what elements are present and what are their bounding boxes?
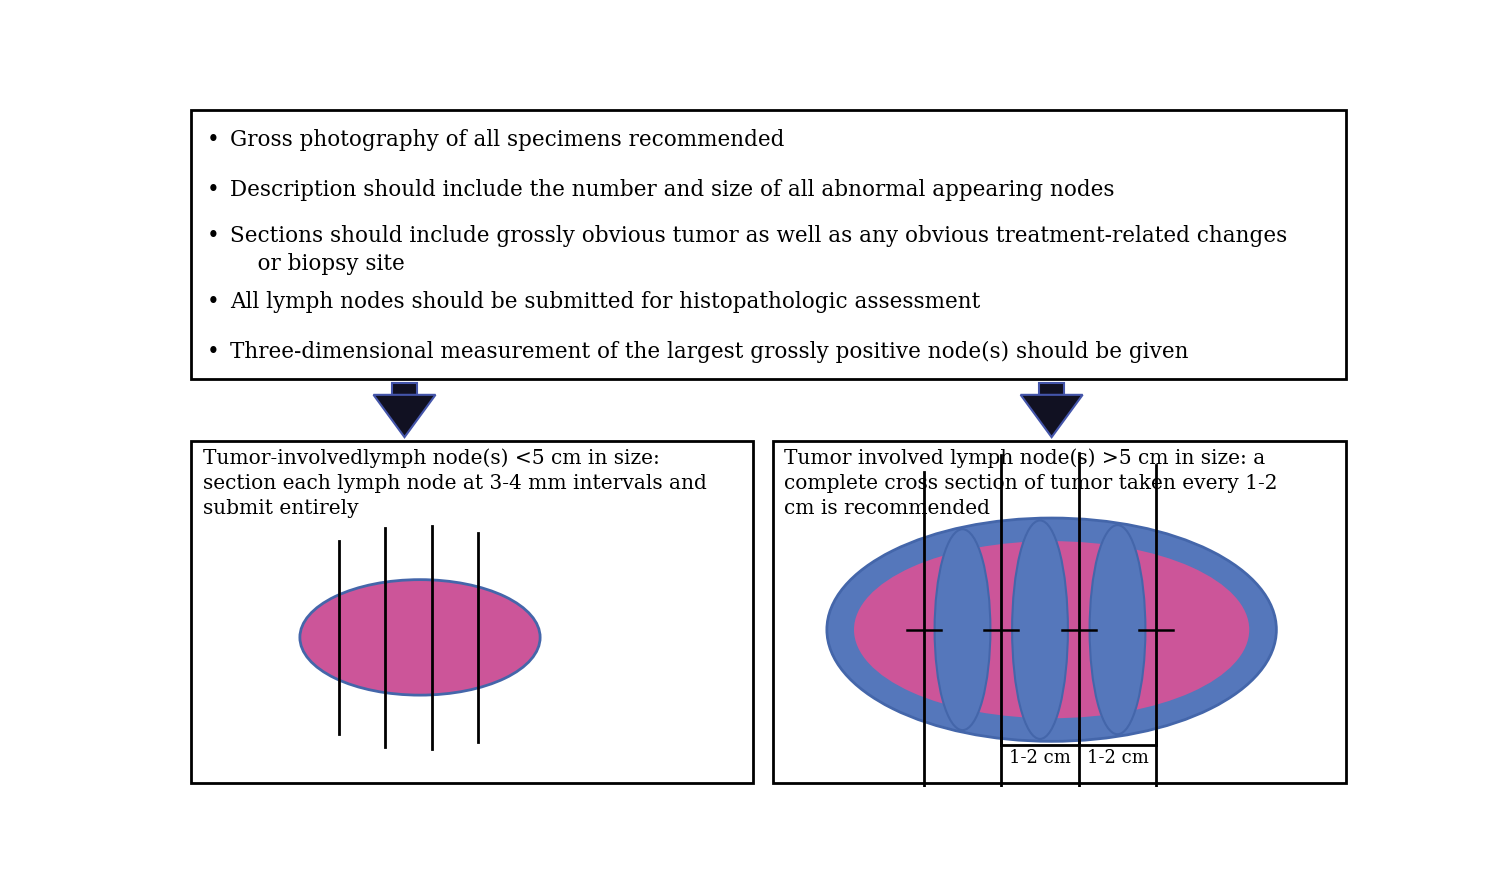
Bar	[1040, 384, 1064, 395]
Bar	[772, 441, 1346, 783]
Bar	[192, 110, 1346, 379]
Text: •: •	[207, 129, 219, 151]
Text: Three-dimensional measurement of the largest grossly positive node(s) should be : Three-dimensional measurement of the lar…	[230, 341, 1188, 363]
Text: •: •	[207, 291, 219, 313]
Text: Tumor involved lymph node(s) >5 cm in size: a
complete cross section of tumor ta: Tumor involved lymph node(s) >5 cm in si…	[784, 449, 1278, 518]
Ellipse shape	[300, 580, 540, 695]
Polygon shape	[374, 395, 435, 438]
Text: Sections should include grossly obvious tumor as well as any obvious treatment-r: Sections should include grossly obvious …	[230, 225, 1287, 275]
Text: •: •	[207, 225, 219, 248]
Text: All lymph nodes should be submitted for histopathologic assessment: All lymph nodes should be submitted for …	[230, 291, 981, 313]
Bar	[192, 441, 753, 783]
Text: •: •	[207, 341, 219, 363]
Text: Gross photography of all specimens recommended: Gross photography of all specimens recom…	[230, 129, 784, 151]
Bar	[392, 384, 417, 395]
Text: •: •	[207, 179, 219, 202]
Text: 1-2 cm: 1-2 cm	[1010, 749, 1071, 767]
Polygon shape	[1020, 395, 1083, 438]
Ellipse shape	[1089, 525, 1146, 735]
Ellipse shape	[934, 530, 990, 730]
Ellipse shape	[1013, 521, 1068, 739]
Ellipse shape	[827, 518, 1276, 742]
Ellipse shape	[853, 541, 1250, 718]
Text: Tumor-involvedlymph node(s) <5 cm in size:
section each lymph node at 3-4 mm int: Tumor-involvedlymph node(s) <5 cm in siz…	[202, 449, 706, 518]
Text: Description should include the number and size of all abnormal appearing nodes: Description should include the number an…	[230, 179, 1114, 202]
Text: 1-2 cm: 1-2 cm	[1086, 749, 1149, 767]
